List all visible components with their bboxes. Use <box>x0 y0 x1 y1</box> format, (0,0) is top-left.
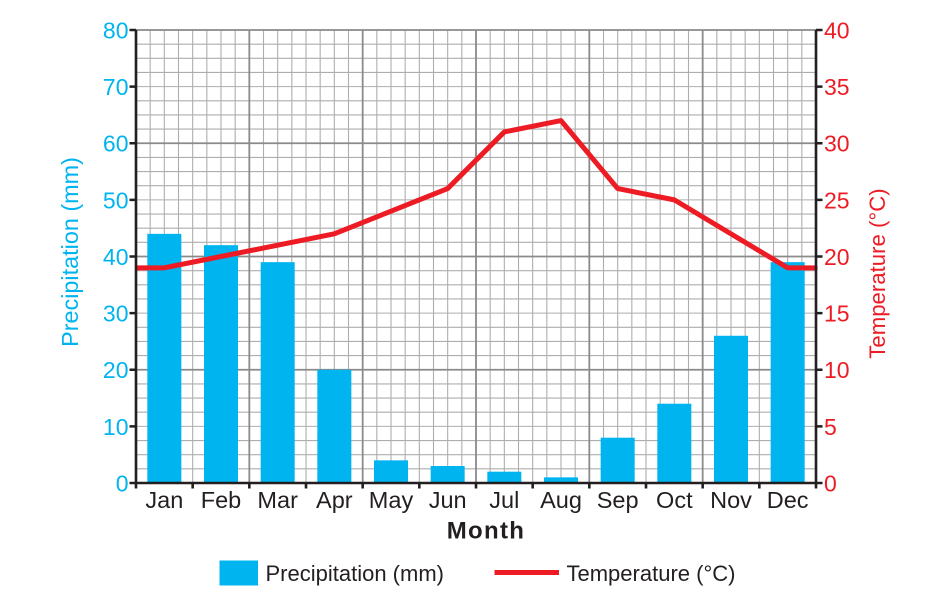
svg-text:30: 30 <box>103 301 129 327</box>
svg-text:Temperature (°C): Temperature (°C) <box>567 561 736 586</box>
svg-text:40: 40 <box>824 17 850 43</box>
svg-text:25: 25 <box>824 187 850 213</box>
svg-text:80: 80 <box>103 17 129 43</box>
svg-text:10: 10 <box>824 357 850 383</box>
svg-text:40: 40 <box>103 244 129 270</box>
svg-text:Aug: Aug <box>540 487 582 513</box>
svg-text:Nov: Nov <box>710 487 752 513</box>
svg-text:Dec: Dec <box>767 487 809 513</box>
svg-text:15: 15 <box>824 301 850 327</box>
svg-text:Jun: Jun <box>429 487 467 513</box>
svg-text:May: May <box>369 487 414 513</box>
svg-text:0: 0 <box>116 470 129 496</box>
svg-text:Oct: Oct <box>656 487 693 513</box>
svg-text:70: 70 <box>103 74 129 100</box>
svg-text:35: 35 <box>824 74 850 100</box>
svg-text:Jan: Jan <box>145 487 183 513</box>
svg-text:20: 20 <box>103 357 129 383</box>
svg-text:Feb: Feb <box>201 487 242 513</box>
svg-text:Jul: Jul <box>489 487 519 513</box>
svg-text:Month: Month <box>447 518 525 545</box>
svg-text:50: 50 <box>103 187 129 213</box>
svg-text:20: 20 <box>824 244 850 270</box>
svg-text:Precipitation (mm): Precipitation (mm) <box>57 157 83 347</box>
svg-text:Temperature (°C): Temperature (°C) <box>865 188 890 358</box>
svg-text:5: 5 <box>824 414 837 440</box>
svg-text:Apr: Apr <box>316 487 353 513</box>
svg-text:Mar: Mar <box>257 487 298 513</box>
svg-text:10: 10 <box>103 414 129 440</box>
svg-text:Precipitation (mm): Precipitation (mm) <box>266 561 444 586</box>
svg-text:60: 60 <box>103 131 129 157</box>
svg-text:0: 0 <box>824 470 837 496</box>
svg-text:30: 30 <box>824 131 850 157</box>
svg-text:Sep: Sep <box>597 487 639 513</box>
